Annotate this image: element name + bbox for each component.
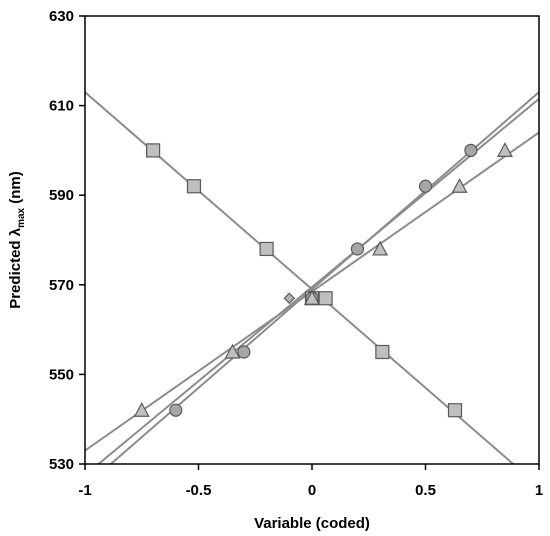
x-tick-label: -1 [78, 482, 91, 499]
data-point-triangle [451, 177, 468, 193]
data-point-square [375, 344, 390, 360]
fit-line-2 [109, 91, 539, 464]
data-point-square [447, 403, 463, 418]
data-point-circle [169, 403, 183, 417]
data-point-diamond [283, 292, 296, 305]
y-axis-title-unit: (nm) [7, 171, 24, 208]
data-point-triangle [496, 142, 513, 157]
y-tick-label: 530 [49, 456, 74, 473]
data-point-square [146, 143, 161, 158]
data-point-triangle [224, 343, 241, 359]
data-point-triangle [133, 401, 150, 417]
data-point-circle [237, 345, 251, 359]
data-point-triangle [372, 240, 389, 256]
data-point-square [259, 241, 274, 257]
y-tick-label: 630 [49, 8, 74, 25]
y-axis-title: Predicted λmax (nm) [7, 171, 27, 309]
data-point-circle [418, 179, 433, 193]
y-tick-label: 590 [49, 187, 74, 204]
fit-line-3 [96, 98, 539, 464]
x-tick-label: 0.5 [415, 482, 436, 499]
y-ticks: 530 550 570 590 610 630 [49, 8, 85, 473]
y-tick-label: 570 [49, 277, 74, 294]
x-tick-label: 1 [535, 482, 543, 499]
data-markers [133, 142, 513, 418]
data-point-square [186, 179, 202, 194]
y-axis-title-subscript: max [16, 207, 27, 227]
x-axis-title: Variable (coded) [254, 515, 370, 532]
plot-frame [84, 15, 540, 465]
data-point-circle [464, 143, 478, 157]
y-axis-title-main: Predicted λ [7, 227, 24, 309]
y-tick-label: 610 [49, 98, 74, 115]
x-tick-label: -0.5 [186, 482, 212, 499]
data-point-circle [350, 242, 364, 256]
x-tick-label: 0 [308, 482, 316, 499]
data-point-triangle [303, 289, 321, 305]
x-ticks: -1 -0.5 0 0.5 1 [78, 464, 543, 499]
data-point-square [318, 291, 333, 306]
y-tick-label: 550 [49, 366, 74, 383]
